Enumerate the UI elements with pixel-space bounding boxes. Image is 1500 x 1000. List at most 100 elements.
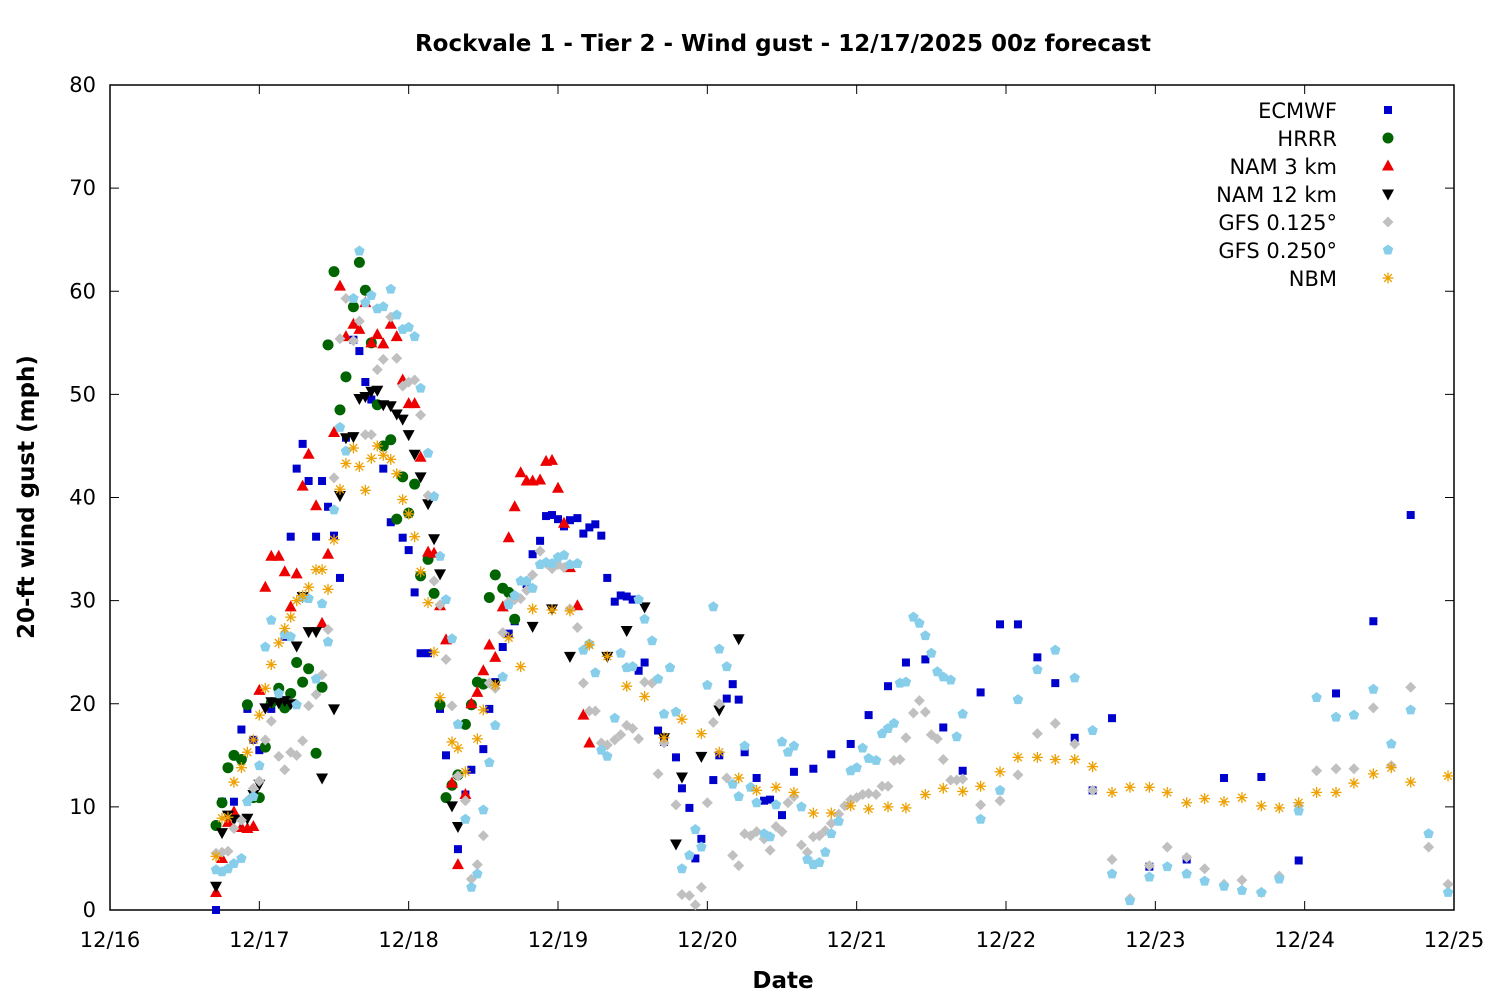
data-point <box>994 795 1006 807</box>
data-point <box>297 735 309 747</box>
data-point <box>1199 863 1211 875</box>
data-point <box>683 890 695 902</box>
data-point <box>310 673 322 684</box>
y-tick-label: 60 <box>69 279 96 303</box>
data-point <box>1367 768 1379 780</box>
data-point <box>248 791 259 802</box>
data-point <box>1199 793 1211 805</box>
data-point <box>302 447 315 459</box>
data-point <box>216 828 228 840</box>
data-point <box>290 567 303 579</box>
data-point <box>385 434 397 446</box>
data-point <box>361 378 370 386</box>
data-point <box>451 858 464 870</box>
data-point <box>485 704 494 713</box>
x-tick-label: 12/17 <box>229 928 290 952</box>
data-point <box>434 699 446 711</box>
x-axis-label: Date <box>752 968 813 994</box>
data-point <box>316 773 329 785</box>
data-point <box>1181 851 1193 863</box>
data-point <box>695 881 707 893</box>
data-point <box>508 500 521 512</box>
data-point <box>278 696 291 708</box>
data-point <box>813 830 825 842</box>
data-point <box>353 461 365 473</box>
data-point <box>440 653 452 665</box>
data-point <box>490 719 501 730</box>
data-point <box>479 745 488 754</box>
data-point <box>939 723 948 732</box>
data-point <box>1368 683 1379 694</box>
data-point <box>298 439 307 448</box>
data-point <box>1087 761 1099 773</box>
data-point <box>1106 786 1118 798</box>
data-point <box>602 750 613 761</box>
data-point <box>347 442 359 454</box>
data-point <box>316 598 328 609</box>
data-point <box>795 839 807 851</box>
data-point <box>884 682 893 691</box>
data-point <box>428 490 440 501</box>
data-point <box>1031 728 1043 740</box>
data-point <box>452 770 464 782</box>
data-point <box>857 742 868 753</box>
data-point <box>440 594 452 605</box>
data-point <box>863 752 874 763</box>
data-point <box>751 784 763 796</box>
data-point <box>709 776 718 785</box>
data-point <box>639 676 651 688</box>
data-point <box>571 621 583 633</box>
data-point <box>1311 765 1323 777</box>
data-point <box>654 726 663 735</box>
data-point <box>377 337 390 349</box>
data-point <box>527 569 539 581</box>
data-point <box>347 335 359 347</box>
data-point <box>708 601 719 612</box>
data-point <box>820 846 831 857</box>
data-point <box>428 587 440 599</box>
legend-label: NAM 12 km <box>1216 183 1337 207</box>
data-point <box>222 845 234 857</box>
data-point <box>634 666 643 675</box>
data-point <box>546 604 558 616</box>
data-point <box>526 621 539 633</box>
data-point <box>428 575 440 587</box>
data-point <box>901 658 910 667</box>
data-point <box>609 734 621 746</box>
data-point <box>503 632 515 644</box>
data-point <box>1049 753 1061 765</box>
data-point <box>677 784 686 793</box>
data-point <box>745 781 756 792</box>
data-point <box>328 704 340 716</box>
data-point <box>452 718 464 729</box>
data-point <box>801 846 813 858</box>
data-point <box>253 709 265 721</box>
data-point <box>652 673 664 684</box>
data-point <box>760 796 769 805</box>
chart-title: Rockvale 1 - Tier 2 - Wind gust - 12/17/… <box>415 31 1151 57</box>
data-point <box>534 545 546 557</box>
data-point <box>478 804 489 815</box>
data-point <box>273 687 284 698</box>
data-point <box>1069 672 1080 683</box>
data-point <box>802 853 813 864</box>
data-point <box>620 626 633 638</box>
data-point <box>334 404 346 416</box>
data-point <box>796 801 807 812</box>
data-point <box>1106 853 1118 865</box>
data-point <box>1442 770 1454 782</box>
data-point <box>459 766 471 778</box>
data-point <box>303 663 315 675</box>
x-tick-label: 12/21 <box>826 928 887 952</box>
data-point <box>355 347 364 356</box>
data-point <box>378 301 389 312</box>
data-point <box>465 697 478 709</box>
data-point <box>1143 781 1155 793</box>
data-point <box>701 797 713 809</box>
data-point <box>285 611 297 623</box>
data-point <box>764 844 776 856</box>
series-ecmwf <box>212 335 1415 914</box>
data-point <box>1069 753 1081 765</box>
x-tick-label: 12/24 <box>1274 928 1335 952</box>
data-point <box>894 753 906 765</box>
